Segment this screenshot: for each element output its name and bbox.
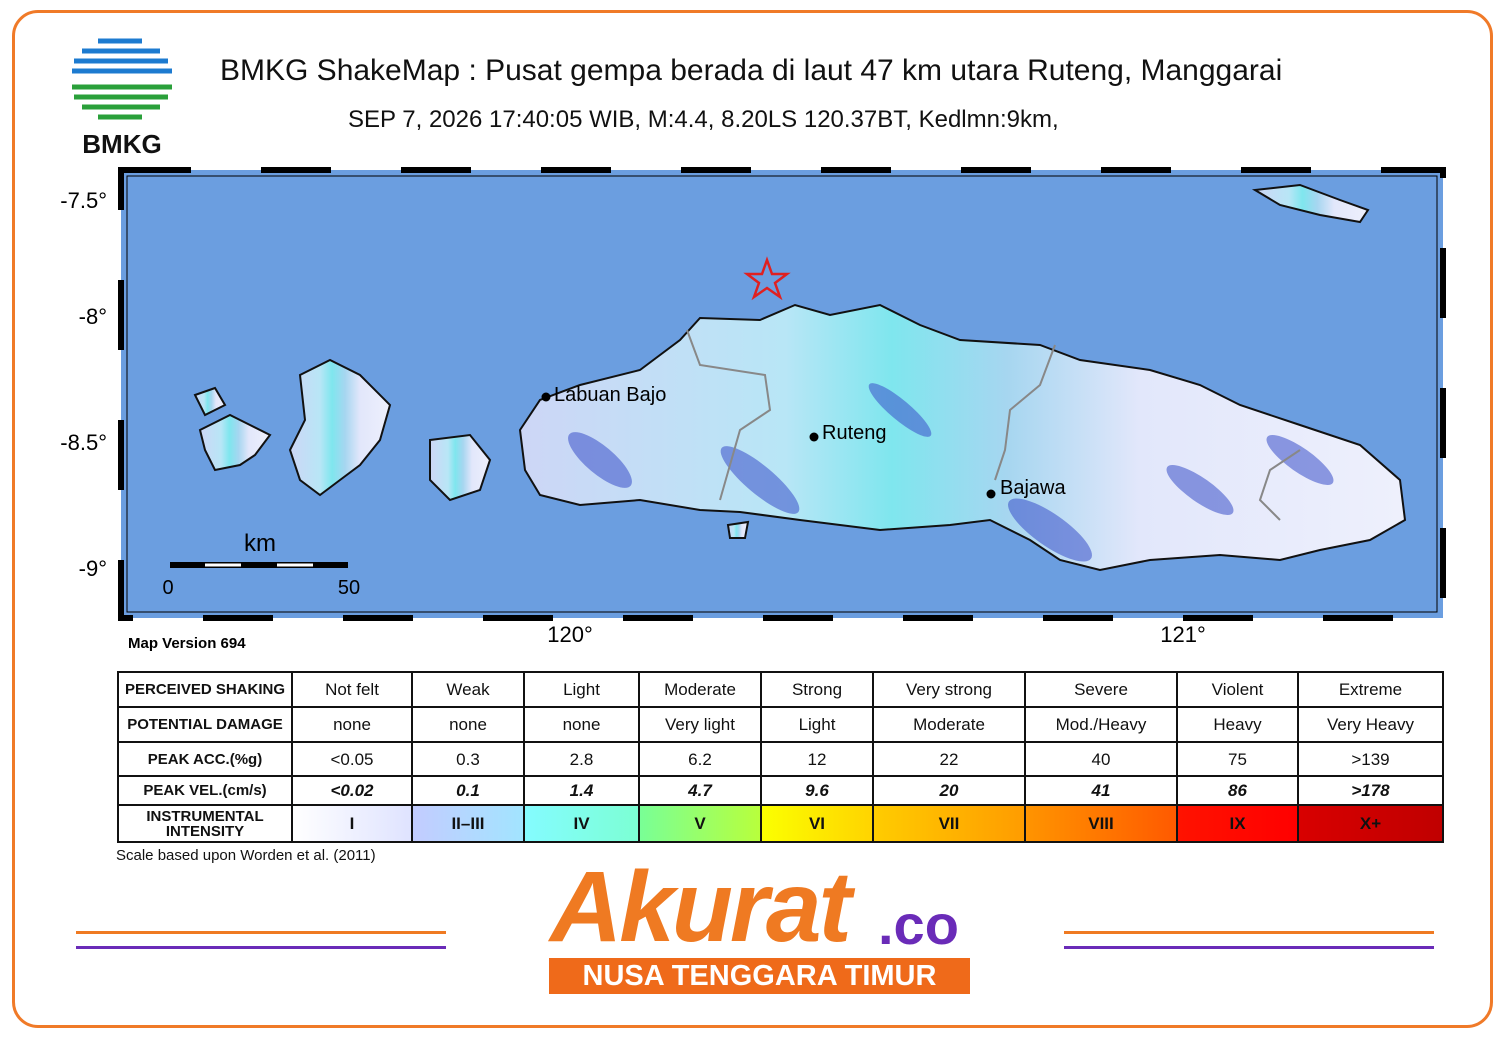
scale-end: 50 <box>338 577 360 599</box>
place-label: Ruteng <box>822 422 887 444</box>
logo: BMKG <box>72 35 172 159</box>
frame <box>12 10 1493 1028</box>
epicenter <box>743 256 791 301</box>
table-cell: 12 <box>760 741 874 777</box>
table-cell: 4.7 <box>638 775 762 806</box>
boundaries <box>686 329 1301 521</box>
scale-start: 0 <box>162 577 173 599</box>
table-cell: none <box>291 706 413 743</box>
table-cell: VII <box>872 804 1026 843</box>
table-cell: II–III <box>411 804 525 843</box>
footnote: Scale based upon Worden et al. (2011) <box>116 847 376 864</box>
table-cell: Severe <box>1024 671 1178 708</box>
brand-suffix: .co <box>878 893 959 956</box>
table-cell: Violent <box>1176 671 1299 708</box>
logo-blue <box>72 38 172 74</box>
row-header: INSTRUMENTAL INTENSITY <box>117 804 293 843</box>
map-version: Map Version 694 <box>128 635 246 652</box>
logo-ring <box>73 35 167 126</box>
table-cell: 40 <box>1024 741 1178 777</box>
table-row: INSTRUMENTAL INTENSITY I II–III IV V VI VII VII… <box>117 804 1444 843</box>
table-cell: Light <box>760 706 874 743</box>
brand-region: NUSA TENGGARA TIMUR <box>549 958 970 994</box>
table-cell: Very Heavy <box>1297 706 1444 743</box>
rule <box>1064 946 1434 949</box>
table-cell: 41 <box>1024 775 1178 806</box>
table-cell: 1.4 <box>523 775 640 806</box>
scale-unit: km <box>244 530 276 557</box>
table-cell: 6.2 <box>638 741 762 777</box>
table-cell: Light <box>523 671 640 708</box>
place-label: Bajawa <box>1000 477 1066 499</box>
subtitle: SEP 7, 2026 17:40:05 WIB, M:4.4, 8.20LS … <box>348 106 1059 133</box>
row-header: PEAK ACC.(%g) <box>117 741 293 777</box>
table-row: PERCEIVED SHAKING Not felt Weak Light Modera… <box>117 671 1444 708</box>
lon-label: 121° <box>1160 622 1206 647</box>
shake-patches <box>568 383 1334 562</box>
table-cell: Very light <box>638 706 762 743</box>
intensity-table: PERCEIVED SHAKING Not felt Weak Light Modera… <box>117 671 1444 843</box>
table-cell: IX <box>1176 804 1299 843</box>
table-cell: V <box>638 804 762 843</box>
rule <box>76 946 446 949</box>
lat-label: -8.5° <box>60 430 107 455</box>
scale-bar <box>170 562 348 568</box>
table-cell: 0.1 <box>411 775 525 806</box>
table-cell: Not felt <box>291 671 413 708</box>
lat-label: -9° <box>79 556 107 581</box>
rule <box>76 931 446 934</box>
map: Labuan Bajo Ruteng Bajawa -7.5° -8° -8.5… <box>60 167 1446 652</box>
table-cell: Strong <box>760 671 874 708</box>
table-cell: 86 <box>1176 775 1299 806</box>
map-inner-frame <box>126 175 1438 613</box>
table-cell: IV <box>523 804 640 843</box>
map-frame <box>118 167 1446 621</box>
table-cell: Mod./Heavy <box>1024 706 1178 743</box>
table-cell: 0.3 <box>411 741 525 777</box>
table-cell: X+ <box>1297 804 1444 843</box>
table-cell: Extreme <box>1297 671 1444 708</box>
table-cell: 20 <box>872 775 1026 806</box>
table-cell: <0.05 <box>291 741 413 777</box>
table-row: POTENTIAL DAMAGE none none none Very light Li… <box>117 706 1444 743</box>
table-cell: Very strong <box>872 671 1026 708</box>
logo-green <box>72 84 172 120</box>
table-row: PEAK VEL.(cm/s) <0.02 0.1 1.4 4.7 9.6 20 41 86 >1… <box>117 775 1444 806</box>
table-cell: 22 <box>872 741 1026 777</box>
row-header: PERCEIVED SHAKING <box>117 671 293 708</box>
table-cell: <0.02 <box>291 775 413 806</box>
rule <box>1064 931 1434 934</box>
table-cell: Moderate <box>872 706 1026 743</box>
row-header: POTENTIAL DAMAGE <box>117 706 293 743</box>
table-cell: Moderate <box>638 671 762 708</box>
table-cell: VI <box>760 804 874 843</box>
table-cell: >178 <box>1297 775 1444 806</box>
table-cell: none <box>411 706 525 743</box>
table-cell: Heavy <box>1176 706 1299 743</box>
lat-label: -7.5° <box>60 188 107 213</box>
table-cell: 2.8 <box>523 741 640 777</box>
brand-name: Akurat <box>550 851 852 963</box>
table-cell: Weak <box>411 671 525 708</box>
logo-text: BMKG <box>82 129 161 159</box>
table-cell: VIII <box>1024 804 1178 843</box>
table-cell: 9.6 <box>760 775 874 806</box>
table-cell: >139 <box>1297 741 1444 777</box>
table-row: PEAK ACC.(%g) <0.05 0.3 2.8 6.2 12 22 40 75 >139 <box>117 741 1444 777</box>
table-cell: 75 <box>1176 741 1299 777</box>
lon-label: 120° <box>547 622 593 647</box>
place-dots <box>541 392 996 499</box>
table-cell: none <box>523 706 640 743</box>
table-cell: I <box>291 804 413 843</box>
place-label: Labuan Bajo <box>554 384 666 406</box>
row-header: PEAK VEL.(cm/s) <box>117 775 293 806</box>
lat-label: -8° <box>79 304 107 329</box>
title: BMKG ShakeMap : Pusat gempa berada di la… <box>220 54 1283 87</box>
